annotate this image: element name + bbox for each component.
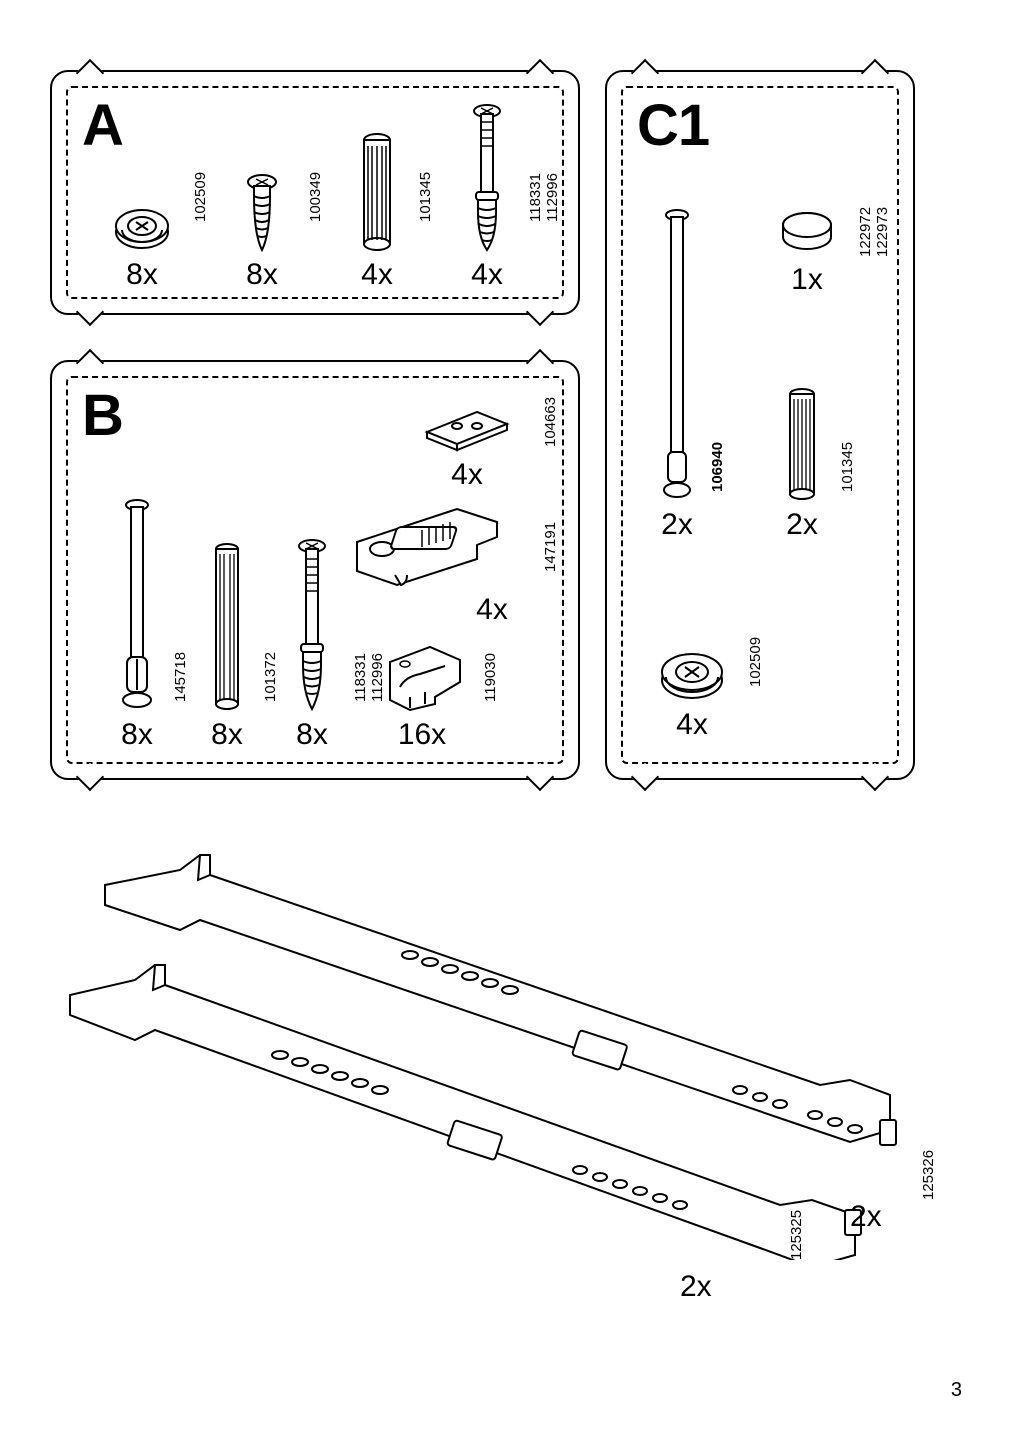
partno-rail-right: 125326 xyxy=(920,1150,937,1200)
qty: 1x xyxy=(747,263,867,297)
bag-b: B 104663 4x xyxy=(50,360,580,780)
qty: 2x xyxy=(637,508,717,542)
partno: 106940 xyxy=(709,442,726,492)
bag-b-label: B xyxy=(82,382,123,449)
hw-nailplate: 104663 4x xyxy=(392,397,542,492)
qty: 4x xyxy=(637,708,747,742)
hw-cambolt-b: 118331 112996 8x xyxy=(267,532,357,752)
partno: 147191 xyxy=(542,522,559,572)
partno: 101345 xyxy=(417,172,434,222)
qty-rail-right: 2x xyxy=(850,1200,882,1234)
hw-dowel: 101345 4x xyxy=(332,127,422,292)
partno-rail-left: 125325 xyxy=(788,1210,805,1260)
page-number: 3 xyxy=(951,1379,962,1402)
qty: 8x xyxy=(267,718,357,752)
hw-dowel-c: 101345 2x xyxy=(757,382,847,542)
qty: 8x xyxy=(212,258,312,292)
bag-a: A 102509 8x xyxy=(50,70,580,315)
qty: 8x xyxy=(92,718,182,752)
partno: 101345 xyxy=(839,442,856,492)
hw-camlock-c: 102509 4x xyxy=(637,617,747,742)
hw-drawer-fitting: 147191 4x xyxy=(342,497,542,627)
hw-clip: 119030 16x xyxy=(362,637,482,752)
bag-c1-label: C1 xyxy=(637,92,709,159)
partno: 119030 xyxy=(482,653,499,702)
qty: 4x xyxy=(332,258,422,292)
partno: 104663 xyxy=(542,397,559,447)
qty: 8x xyxy=(92,258,192,292)
hw-long-pin-c: 106940 2x xyxy=(637,202,717,542)
qty: 16x xyxy=(362,718,482,752)
hw-cap: 122972 122973 1x xyxy=(747,202,867,297)
qty: 2x xyxy=(757,508,847,542)
partno: 102509 xyxy=(192,172,209,222)
hw-woodscrew: 100349 8x xyxy=(212,162,312,292)
hw-cambolt: 118331 112996 4x xyxy=(437,97,537,292)
qty-rail-left: 2x xyxy=(680,1270,712,1304)
bag-a-label: A xyxy=(82,92,123,159)
hw-dowel-med: 101372 8x xyxy=(187,537,267,752)
qty: 4x xyxy=(437,258,537,292)
partno: 122972 122973 xyxy=(857,207,891,257)
hw-long-pin: 145718 8x xyxy=(92,492,182,752)
qty: 4x xyxy=(392,458,542,492)
bag-c1: C1 122972 122973 1x xyxy=(605,70,915,780)
hw-camlock: 102509 8x xyxy=(92,162,192,292)
partno: 100349 xyxy=(307,172,324,222)
qty: 8x xyxy=(187,718,267,752)
partno: 102509 xyxy=(747,637,764,687)
drawer-rails xyxy=(60,830,930,1260)
partno: 118331 112996 xyxy=(527,173,561,222)
qty: 4x xyxy=(442,593,542,627)
